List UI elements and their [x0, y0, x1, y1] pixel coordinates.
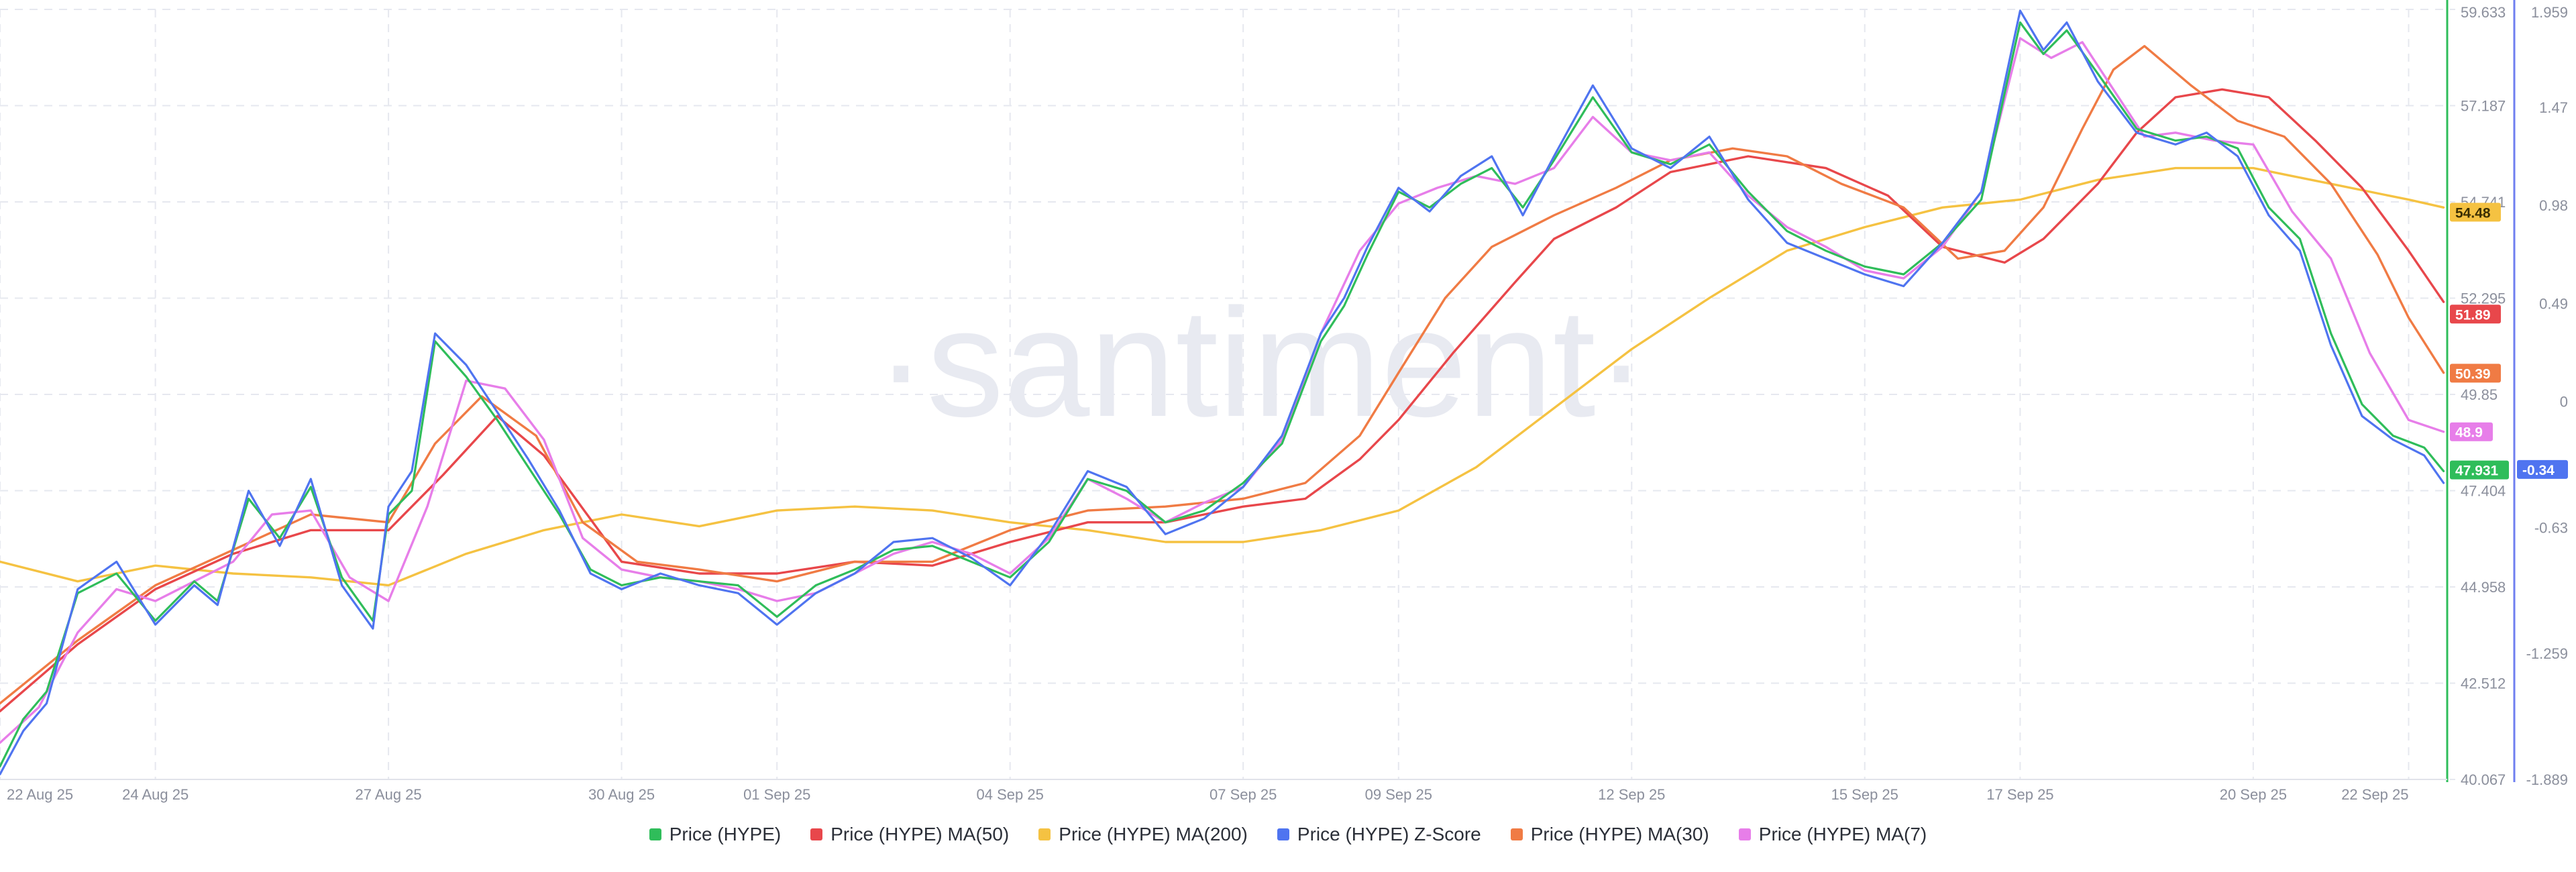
legend-swatch: [1738, 828, 1751, 840]
value-tag-ma7: [2450, 422, 2493, 441]
x-axis-tick: 15 Sep 25: [1831, 786, 1898, 803]
x-axis-tick: 22 Sep 25: [2341, 786, 2408, 803]
x-axis-tick: 20 Sep 25: [2220, 786, 2287, 803]
value-tag-label-ma50: 51.89: [2455, 307, 2491, 323]
value-tag-price: [2450, 460, 2509, 480]
legend-swatch: [810, 828, 823, 840]
chart-legend: Price (HYPE) Price (HYPE) MA(50) Price (HY…: [0, 824, 2576, 845]
series-line: [0, 166, 2445, 587]
value-tag-ma50: [2450, 305, 2501, 324]
legend-label: Price (HYPE) MA(50): [830, 824, 1010, 844]
price-axis-tick: 52.295: [2461, 290, 2506, 307]
watermark: ·santiment·: [875, 276, 1647, 449]
value-tag-label-ma7: 48.9: [2455, 425, 2483, 441]
series-line: [0, 88, 2445, 713]
value-tag-ma30: [2450, 364, 2501, 383]
price-axis-tick: 44.958: [2461, 579, 2506, 596]
zscore-axis-tick: -1.889: [2526, 771, 2568, 788]
zscore-axis-tick: 0.98: [2539, 197, 2568, 214]
legend-swatch: [1277, 828, 1289, 840]
zscore-axis-tick: -0.63: [2534, 519, 2568, 536]
legend-swatch: [649, 828, 661, 840]
price-axis-tick: 59.633: [2461, 4, 2506, 21]
x-axis-tick: 12 Sep 25: [1598, 786, 1665, 803]
price-axis-tick: 47.404: [2461, 483, 2506, 500]
zscore-axis-tick: 1.47: [2539, 99, 2568, 116]
legend-item[interactable]: Price (HYPE) MA(30): [1510, 824, 1709, 845]
value-tag-label-ma200: 54.48: [2455, 205, 2491, 221]
price-axis-tick: 42.512: [2461, 675, 2506, 692]
zscore-axis-tick: 1.959: [2531, 4, 2568, 21]
legend-item[interactable]: Price (HYPE) MA(50): [810, 824, 1009, 845]
value-tags: 54.48 51.89 50.39 48.9 47.931 -0.34: [2450, 203, 2568, 480]
legend-label: Price (HYPE) MA(7): [1758, 824, 1927, 844]
legend-label: Price (HYPE): [669, 824, 782, 844]
price-axis-tick: 40.067: [2461, 771, 2506, 788]
value-tag-label-price: 47.931: [2455, 464, 2499, 479]
grid-lines: [0, 9, 2455, 780]
zscore-axis-tick: 0: [2560, 393, 2568, 410]
zscore-axis-tick: -1.259: [2526, 645, 2568, 662]
series-line: [0, 9, 2445, 775]
legend-swatch: [1038, 828, 1051, 840]
value-tag-zscore: [2517, 459, 2568, 479]
x-axis-tick: 09 Sep 25: [1365, 786, 1432, 803]
x-axis-tick: 27 Aug 25: [356, 786, 422, 803]
x-axis-tick: 24 Aug 25: [122, 786, 189, 803]
value-tag-label-zscore: -0.34: [2522, 463, 2555, 478]
x-axis-tick: 04 Sep 25: [977, 786, 1044, 803]
series-lines: [0, 9, 2445, 775]
x-axis-tick: 01 Sep 25: [743, 786, 810, 803]
legend-item[interactable]: Price (HYPE) MA(200): [1038, 824, 1248, 845]
x-axis-tick: 22 Aug 25: [7, 786, 73, 803]
legend-item[interactable]: Price (HYPE) MA(7): [1738, 824, 1927, 845]
legend-label: Price (HYPE) Z-Score: [1297, 824, 1481, 844]
price-axis-tick: 57.187: [2461, 98, 2506, 115]
x-axis-tick: 17 Sep 25: [1986, 786, 2053, 803]
legend-item[interactable]: Price (HYPE): [649, 824, 781, 845]
value-tag-ma200: [2450, 203, 2501, 222]
x-axis-tick: 07 Sep 25: [1210, 786, 1277, 803]
x-axis-tick: 30 Aug 25: [588, 786, 655, 803]
zscore-axis-tick: 0.49: [2539, 295, 2568, 312]
legend-item[interactable]: Price (HYPE) Z-Score: [1277, 824, 1481, 845]
legend-swatch: [1510, 828, 1523, 840]
legend-label: Price (HYPE) MA(200): [1059, 824, 1248, 844]
value-tag-label-ma30: 50.39: [2455, 366, 2491, 382]
price-axis-tick: 49.85: [2461, 386, 2498, 403]
legend-label: Price (HYPE) MA(30): [1530, 824, 1709, 844]
